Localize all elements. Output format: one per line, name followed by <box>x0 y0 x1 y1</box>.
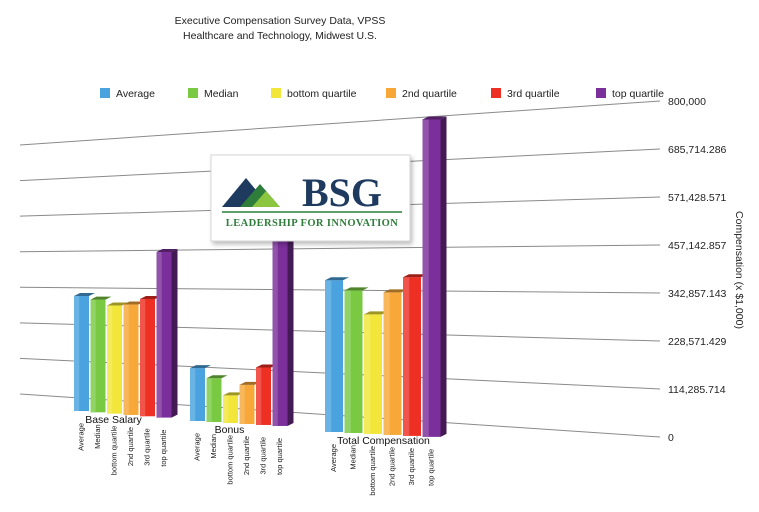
legend-swatch <box>188 88 198 98</box>
bar-label: Median <box>93 424 102 449</box>
bar-label: 2nd quartile <box>242 436 251 475</box>
legend-item: Average <box>100 88 155 100</box>
legend-swatch <box>100 88 110 98</box>
bar-label: top quartile <box>275 438 284 475</box>
bar <box>256 364 277 425</box>
category-label: Bonus <box>215 424 245 436</box>
legend: Average Median bottom quartile 2nd quartile… <box>100 88 664 100</box>
chart-title-group: Executive Compensation Survey Data, VPSS… <box>175 15 386 42</box>
bar-labels: Average Median bottom quartile 2nd quartile… <box>77 423 436 496</box>
gridline <box>19 244 661 253</box>
legend-item: 2nd quartile <box>386 88 457 100</box>
gridline <box>19 100 661 146</box>
bar-label: Average <box>77 423 86 451</box>
y-tick-label: 0 <box>668 432 674 444</box>
legend-item: 3rd quartile <box>491 88 560 100</box>
bar <box>422 116 447 437</box>
bar-label: Average <box>329 444 338 472</box>
legend-swatch <box>271 88 281 98</box>
legend-label: 3rd quartile <box>507 88 560 100</box>
bsg-logo-wordmark: BSG <box>302 170 382 215</box>
category-labels: Base Salary Bonus Total Compensation <box>85 414 430 447</box>
y-tick-label: 571,428.571 <box>668 192 727 204</box>
legend-label: top quartile <box>612 88 664 100</box>
legend-label: bottom quartile <box>287 88 357 100</box>
bar <box>123 301 145 415</box>
y-tick-label: 457,142.857 <box>668 240 727 252</box>
bar <box>206 375 228 422</box>
bar <box>107 302 128 414</box>
legend-swatch <box>491 88 501 98</box>
y-tick-label: 342,857.143 <box>668 288 727 300</box>
chart-title: Executive Compensation Survey Data, VPSS <box>175 15 386 27</box>
bsg-logo: BSG LEADERSHIP FOR INNOVATION <box>210 154 411 242</box>
bar <box>344 287 369 433</box>
bar-label: bottom quartile <box>110 426 119 476</box>
legend-swatch <box>596 88 606 98</box>
bar <box>190 365 211 421</box>
bar-label: bottom quartile <box>226 435 235 485</box>
bar-label: 2nd quartile <box>388 447 397 486</box>
y-axis-label: Compensation (x $1,000) <box>733 211 745 329</box>
y-tick-label: 114,285.714 <box>668 384 726 396</box>
bar <box>74 293 95 411</box>
legend-label: Median <box>204 88 239 100</box>
bar <box>383 289 408 435</box>
bsg-logo-tagline: LEADERSHIP FOR INNOVATION <box>226 218 398 229</box>
bar <box>90 296 112 413</box>
bar-label: bottom quartile <box>368 446 377 496</box>
bar-label: Average <box>193 433 202 461</box>
bar-label: Median <box>349 445 358 470</box>
legend-label: 2nd quartile <box>402 88 457 100</box>
bar-label: 3rd quartile <box>259 437 268 475</box>
bar-label: Median <box>209 434 218 459</box>
bar-label: 3rd quartile <box>143 428 152 466</box>
category-label: Total Compensation <box>337 435 430 447</box>
bar <box>325 277 349 432</box>
bar-label: 3rd quartile <box>407 448 416 486</box>
bar-label: 2nd quartile <box>126 427 135 466</box>
bar <box>364 311 388 434</box>
chart-subtitle: Healthcare and Technology, Midwest U.S. <box>183 30 377 42</box>
bar-label: top quartile <box>159 430 168 467</box>
legend-item: bottom quartile <box>271 88 357 100</box>
legend-swatch <box>386 88 396 98</box>
y-tick-label: 800,000 <box>668 96 706 108</box>
y-axis-ticks: 0 114,285.714 228,571.429 342,857.143 457,14… <box>668 96 727 444</box>
legend-item: Median <box>188 88 239 100</box>
bar <box>239 381 261 424</box>
category-label: Base Salary <box>85 414 142 426</box>
bar <box>223 392 244 423</box>
bar-label: top quartile <box>427 449 436 486</box>
bar <box>403 274 427 436</box>
bar <box>156 249 178 418</box>
legend-label: Average <box>116 88 155 100</box>
bar <box>140 295 161 417</box>
y-tick-label: 685,714.286 <box>668 144 727 156</box>
legend-item: top quartile <box>596 88 664 100</box>
y-tick-label: 228,571.429 <box>668 336 727 348</box>
bsg-logo-mark <box>222 178 280 207</box>
